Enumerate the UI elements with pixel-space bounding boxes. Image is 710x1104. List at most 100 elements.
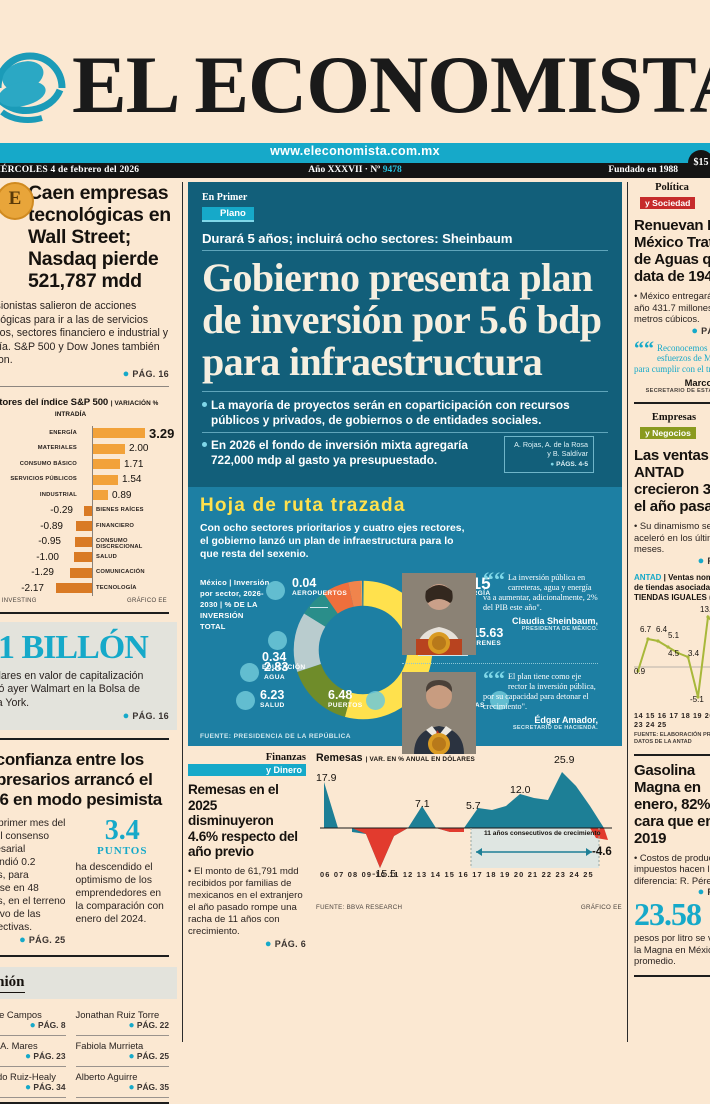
eyebrow-line-2: Plano	[202, 207, 254, 222]
byline-page: ● PÁGS. 4-5	[550, 461, 588, 468]
antad-brand: ANTAD	[634, 572, 662, 582]
stat-number: 3.4	[104, 815, 140, 846]
opinion-page: ● PÁG. 8	[29, 1020, 66, 1031]
page-ref-label: PÁG. 16	[132, 711, 169, 721]
list-item[interactable]: Alberto Aguirre ● PÁG. 35	[75, 1067, 170, 1098]
quote-text: Reconocemos los esfuerzos de México para…	[634, 342, 710, 374]
chart-title-text: Remesas	[316, 752, 363, 764]
bar-label: TECNOLOGÍA	[96, 584, 137, 591]
finanzas-section: Finanzas y Dinero Remesas en el 2025 dis…	[188, 752, 622, 950]
bar-row: -0.95 CONSUMO DISCRECIONAL	[0, 534, 169, 550]
left-headline-2[interactable]: La confianza entre los empresarios arran…	[0, 750, 162, 809]
finanzas-page-ref[interactable]: ● PÁG. 6	[188, 938, 306, 950]
coin-icon: E	[0, 182, 34, 220]
sector-value: 6.48	[328, 688, 353, 702]
sector-name: EDUCACIÓN	[262, 664, 306, 671]
right-quote-1: ““ Reconocemos los esfuerzos de México p…	[634, 337, 710, 395]
hero-byline[interactable]: A. Rojas, A. de la Rosa y B. Saldívar ● …	[504, 436, 594, 473]
left-deck-2: En el primer mes del año, el consenso em…	[0, 818, 66, 933]
right-headline-1[interactable]: Renuevan EU y México Tratado de Aguas qu…	[634, 217, 710, 285]
right-deck-2: • Su dinamismo se aceleró en los últimos…	[634, 520, 710, 554]
bar-label: CONSUMO DISCRECIONAL	[96, 538, 143, 550]
sector-value: 2.83	[264, 660, 289, 674]
empresas-tag-1: Empresas	[651, 412, 697, 423]
sector-agua: 2.83 AGUA	[264, 660, 289, 682]
finanzas-headline[interactable]: Remesas en el 2025 disminuyeron 4.6% res…	[188, 782, 298, 859]
bar-row: -2.17 TECNOLOGÍA	[0, 581, 169, 597]
gasolina-price: 23.58	[634, 896, 702, 932]
remesas-label-2014: 5.7	[466, 800, 481, 812]
politica-tag-2: y Sociedad	[640, 197, 696, 209]
page-ref-label: PÁG. 16	[132, 368, 169, 379]
sp500-plot: ENERGÍA 3.29 MATERIALES 2.00 CONSUMO BÁSIC…	[0, 425, 174, 597]
remesas-source: FUENTE: BBVA RESEARCH	[316, 904, 403, 911]
roadmap-title: Hoja de ruta trazada	[200, 495, 406, 516]
bar-value: 0.89	[112, 489, 132, 501]
quote-mark-icon: ““	[483, 666, 505, 691]
antad-label-19: 3.4	[688, 648, 700, 658]
left-headline-1[interactable]: Caen empresas tecnológicas en Wall Stree…	[28, 182, 171, 292]
bar-negative	[74, 552, 92, 562]
right-page-ref-3[interactable]: ● PÁG. 20	[634, 886, 710, 898]
list-item[interactable]: Fabiola Murrieta ● PÁG. 25	[75, 1036, 169, 1067]
sector-value: 0.04	[292, 576, 317, 590]
left-page-ref-2[interactable]: ● PÁG. 25	[0, 934, 66, 947]
bullet-dot-icon: ●	[697, 886, 705, 898]
list-item[interactable]: Jonathan Ruiz Torre ● PÁG. 22	[75, 1005, 170, 1036]
opinion-page: ● PÁG. 23	[25, 1051, 66, 1062]
issue-year: Año XXXVII · Nº	[308, 165, 383, 175]
left-column: E Caen empresas tecnológicas en Wall Str…	[0, 182, 177, 1104]
newspaper-front-page: EL ECONOMISTA www.eleconomista.com.mx MI…	[0, 41, 710, 1104]
portrait-amador	[402, 672, 476, 754]
roadmap-infographic: Hoja de ruta trazada Con ocho sectores p…	[188, 487, 622, 754]
bar-negative	[70, 567, 92, 578]
bullet-dot-icon: ●	[128, 1082, 135, 1093]
opinion-page: ● PÁG. 35	[128, 1082, 170, 1093]
bar-label: COMUNICACIÓN	[96, 569, 145, 575]
right-page-ref-2[interactable]: ● PÁG. 18	[634, 555, 710, 567]
bar-positive	[93, 443, 125, 454]
chart-source: FUENTE: INVESTING	[0, 597, 37, 604]
bullet-dot-icon: ●	[19, 934, 27, 946]
chart-subtitle-text: | VAR. EN % ANUAL EN DÓLARES	[365, 756, 476, 763]
billon-page-ref[interactable]: ● PÁG. 16	[0, 710, 169, 722]
right-headline-3[interactable]: Gasolina Magna en enero, 82% más cara qu…	[634, 761, 710, 847]
right-page-ref-1[interactable]: ● PÁGS. 30	[634, 325, 710, 337]
info-bar	[0, 163, 710, 178]
antad-label-20: -5.1	[690, 694, 704, 704]
antad-plot: 0.9 6.7 6.4 5.1 4.5 3.4 -5.1 13.0	[634, 605, 710, 711]
page-ref-label: PÁG. 6	[274, 938, 306, 949]
donut-caption: México | Inversión por sector, 2026-2030…	[200, 578, 270, 631]
opinion-author: Alberto Aguirre	[75, 1071, 138, 1082]
bar-value: -1.00	[36, 551, 59, 563]
stat-unit: PUNTOS	[97, 845, 148, 857]
billon-highlight-block: 1 BILLÓN de dólares en valor de capitali…	[0, 621, 177, 730]
site-url[interactable]: www.eleconomista.com.mx	[270, 144, 440, 158]
hero-bullet: La mayoría de proyectos serán en coparti…	[202, 398, 608, 433]
remesas-label-2009: -15.5	[372, 868, 396, 880]
list-item[interactable]: Marco A. Mares ● PÁG. 23	[0, 1036, 66, 1067]
left-page-ref-1[interactable]: ● PÁG. 16	[0, 368, 177, 380]
education-icon	[268, 631, 287, 650]
bullet-dot-icon: ●	[697, 554, 705, 567]
list-item[interactable]: Eduardo Ruiz-Healy ● PÁG. 34	[0, 1067, 66, 1098]
remesas-label-2011: 7.1	[415, 798, 430, 810]
hero-headline[interactable]: Gobierno presenta plan de inversión por …	[202, 255, 602, 384]
right-headline-2[interactable]: Las ventas de ANTAD crecieron 3.1% el añ…	[634, 447, 710, 515]
sp500-chart-title: Sectores del índice S&P 500 | VARIACIÓN …	[0, 397, 169, 419]
antad-label-21: 13.0	[700, 604, 710, 614]
bar-label: INDUSTRIAL	[39, 491, 77, 498]
issue-number: 9478	[382, 165, 402, 175]
quote-mark-icon: ““	[634, 337, 654, 360]
opinion-page: ● PÁG. 22	[128, 1020, 170, 1031]
antad-label-17: 5.1	[668, 630, 680, 640]
bar-negative	[56, 583, 92, 593]
bar-value: -0.95	[38, 536, 61, 547]
hero-bullet: En 2026 el fondo de inversión mixta agre…	[202, 438, 503, 472]
bullet-dot-icon: ●	[25, 1051, 32, 1062]
remesas-label-2025: -4.6	[592, 846, 612, 858]
sector-name: PUERTOS	[328, 702, 363, 709]
list-item[interactable]: Enrique Campos ● PÁG. 8	[0, 1005, 66, 1036]
hero-bullets: La mayoría de proyectos serán en coparti…	[202, 391, 608, 473]
sp500-chart: Sectores del índice S&P 500 | VARIACIÓN …	[0, 397, 177, 604]
